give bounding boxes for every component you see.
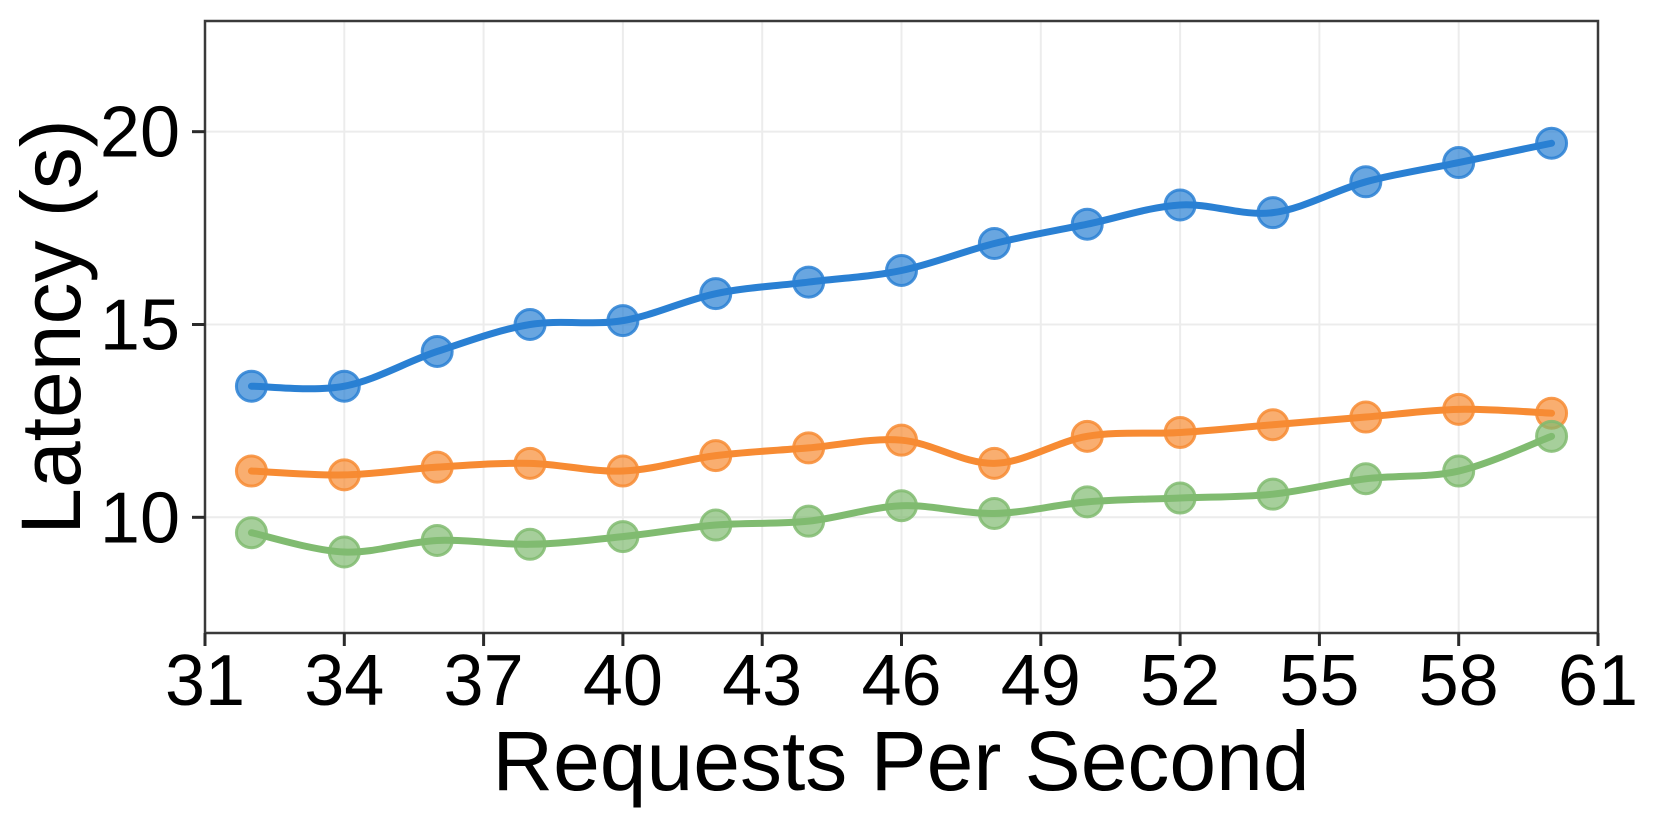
data-point-marker [1442,454,1476,488]
data-point-marker [1442,146,1476,180]
x-tick-label: 37 [444,641,524,721]
data-point-marker [420,450,454,484]
y-tick-label: 20 [100,93,180,173]
data-point-marker [1070,207,1104,241]
series-layer [234,126,1569,569]
x-tick-label: 40 [583,641,663,721]
data-point-marker [327,535,361,569]
data-point-marker [1535,126,1569,160]
data-point-marker [1163,188,1197,222]
y-axis-title: Latency (s) [4,119,98,535]
x-axis-title: Requests Per Second [492,714,1309,808]
x-tick-label: 49 [1001,641,1081,721]
data-point-marker [1442,392,1476,426]
y-axis: 10 15 20 [100,93,205,558]
series-bottom-green-series [234,419,1569,569]
data-point-marker [1163,415,1197,449]
data-point-marker [606,304,640,338]
data-point-marker [699,439,733,473]
data-point-marker [420,523,454,557]
data-point-marker [513,527,547,561]
data-point-marker [327,369,361,403]
data-point-marker [606,454,640,488]
x-axis: 31 34 37 40 43 46 49 52 55 58 61 [165,633,1638,721]
data-point-marker [977,496,1011,530]
series-middle-orange-series [234,392,1569,492]
x-tick-label: 46 [861,641,941,721]
x-tick-label: 61 [1558,641,1638,721]
data-point-marker [1349,400,1383,434]
data-point-marker [1535,419,1569,453]
data-point-marker [699,277,733,311]
data-point-marker [885,489,918,523]
data-point-marker [513,307,547,341]
data-point-marker [420,334,454,368]
x-tick-label: 58 [1419,641,1499,721]
data-point-marker [699,508,733,542]
data-point-marker [792,431,826,465]
data-point-marker [234,369,268,403]
data-point-marker [1256,477,1290,511]
data-point-marker [1256,196,1290,230]
data-point-marker [885,423,918,457]
data-point-marker [885,254,918,288]
data-point-marker [1256,408,1290,442]
data-point-marker [977,446,1011,480]
data-point-marker [513,446,547,480]
data-point-marker [1349,462,1383,496]
x-tick-label: 55 [1279,641,1359,721]
data-point-marker [234,516,268,550]
x-tick-label: 43 [722,641,802,721]
data-point-marker [1163,481,1197,515]
series-top-blue-series [234,126,1569,403]
x-tick-label: 31 [165,641,245,721]
x-tick-label: 34 [304,641,384,721]
data-point-marker [327,458,361,492]
data-point-marker [977,227,1011,261]
x-tick-label: 52 [1140,641,1220,721]
data-point-marker [1070,419,1104,453]
data-point-marker [606,520,640,554]
data-point-marker [1070,485,1104,519]
data-point-marker [234,454,268,488]
data-point-marker [1349,165,1383,199]
y-tick-label: 10 [100,478,180,558]
data-point-marker [792,265,826,299]
y-tick-label: 15 [100,285,180,365]
data-point-marker [792,504,826,538]
